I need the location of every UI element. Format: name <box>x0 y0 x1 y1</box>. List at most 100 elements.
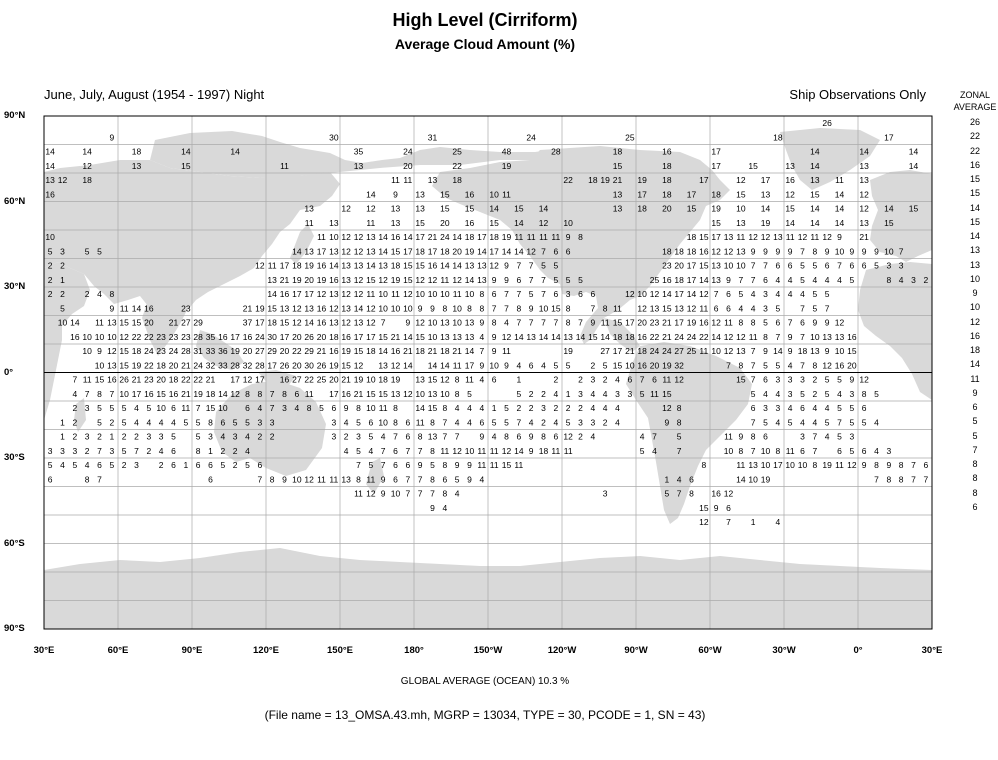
cloud-amount-value: 13 <box>859 218 869 228</box>
cloud-amount-value: 8 <box>196 446 201 456</box>
cloud-amount-value: 13 <box>366 232 376 242</box>
cloud-amount-value: 16 <box>144 389 154 399</box>
cloud-amount-value: 7 <box>442 432 447 442</box>
cloud-amount-value: 12 <box>82 161 92 171</box>
cloud-amount-value: 3 <box>356 432 361 442</box>
cloud-amount-value: 5 <box>849 275 854 285</box>
cloud-amount-value: 21 <box>181 389 191 399</box>
cloud-amount-value: 7 <box>504 303 509 313</box>
cloud-amount-value: 12 <box>243 375 253 385</box>
cloud-amount-value: 9 <box>788 346 793 356</box>
cloud-amount-value: 6 <box>751 403 756 413</box>
land-europe-west <box>870 170 932 262</box>
cloud-amount-value: 18 <box>687 232 697 242</box>
cloud-amount-value: 9 <box>726 275 731 285</box>
cloud-amount-value: 7 <box>529 261 534 271</box>
cloud-amount-value: 14 <box>539 332 549 342</box>
cloud-amount-value: 4 <box>615 375 620 385</box>
cloud-amount-value: 2 <box>541 389 546 399</box>
cloud-amount-value: 9 <box>849 246 854 256</box>
cloud-amount-value: 12 <box>230 389 240 399</box>
cloud-amount-value: 7 <box>529 275 534 285</box>
cloud-amount-value: 3 <box>911 275 916 285</box>
cloud-amount-value: 4 <box>788 289 793 299</box>
cloud-amount-value: 2 <box>923 275 928 285</box>
cloud-amount-value: 26 <box>317 360 327 370</box>
cloud-amount-value: 30 <box>267 332 277 342</box>
cloud-amount-value: 3 <box>763 403 768 413</box>
cloud-amount-value: 5 <box>109 403 114 413</box>
cloud-amount-value: 13 <box>711 275 721 285</box>
cloud-amount-value: 32 <box>674 360 684 370</box>
cloud-amount-value: 17 <box>304 289 314 299</box>
cloud-amount-value: 14 <box>600 332 610 342</box>
cloud-amount-value: 11 <box>366 289 375 299</box>
cloud-amount-value: 4 <box>825 432 830 442</box>
cloud-amount-value: 12 <box>822 232 832 242</box>
cloud-amount-value: 10 <box>366 403 376 413</box>
cloud-amount-value: 7 <box>726 517 731 527</box>
cloud-amount-value: 18 <box>662 246 672 256</box>
cloud-amount-value: 6 <box>689 474 694 484</box>
cloud-amount-value: 8 <box>504 432 509 442</box>
cloud-amount-value: 24 <box>674 332 684 342</box>
cloud-amount-value: 7 <box>85 389 90 399</box>
cloud-amount-value: 5 <box>825 289 830 299</box>
cloud-amount-value: 15 <box>613 318 623 328</box>
cloud-amount-value: 2 <box>553 375 558 385</box>
cloud-amount-value: 10 <box>82 346 92 356</box>
cloud-amount-value: 17 <box>477 232 487 242</box>
zonal-average-value: 16 <box>969 159 980 170</box>
cloud-amount-value: 27 <box>181 318 191 328</box>
cloud-amount-value: 20 <box>650 360 660 370</box>
cloud-amount-value: 21 <box>341 375 351 385</box>
cloud-amount-value: 7 <box>405 489 410 499</box>
cloud-amount-value: 7 <box>751 261 756 271</box>
cloud-amount-value: 23 <box>650 318 660 328</box>
cloud-amount-value: 14 <box>304 318 314 328</box>
cloud-amount-value: 9 <box>430 503 435 513</box>
cloud-amount-value: 2 <box>85 446 90 456</box>
cloud-amount-value: 14 <box>514 446 524 456</box>
cloud-amount-value: 4 <box>479 375 484 385</box>
cloud-amount-value: 20 <box>280 346 290 356</box>
cloud-amount-value: 2 <box>553 403 558 413</box>
cloud-amount-value: 14 <box>428 360 438 370</box>
cloud-amount-value: 4 <box>134 417 139 427</box>
cloud-amount-value: 5 <box>171 432 176 442</box>
cloud-amount-value: 5 <box>553 261 558 271</box>
cloud-amount-value: 12 <box>107 346 117 356</box>
cloud-amount-value: 28 <box>551 147 561 157</box>
cloud-amount-value: 8 <box>442 489 447 499</box>
cloud-amount-value: 15 <box>736 189 746 199</box>
cloud-amount-value: 10 <box>440 289 450 299</box>
cloud-amount-value: 3 <box>208 432 213 442</box>
cloud-amount-value: 10 <box>736 261 746 271</box>
cloud-amount-value: 11 <box>354 489 363 499</box>
cloud-amount-value: 8 <box>85 474 90 484</box>
cloud-amount-value: 10 <box>218 403 228 413</box>
longitude-label: 60°E <box>107 645 129 656</box>
cloud-amount-value: 19 <box>132 360 142 370</box>
cloud-amount-value: 14 <box>773 346 783 356</box>
longitude-label: 30°E <box>921 645 943 656</box>
cloud-amount-value: 14 <box>514 218 524 228</box>
cloud-amount-value: 13 <box>391 204 401 214</box>
cloud-amount-value: 19 <box>329 360 339 370</box>
cloud-amount-value: 17 <box>687 189 697 199</box>
cloud-amount-value: 12 <box>317 289 327 299</box>
cloud-amount-value: 10 <box>736 204 746 214</box>
cloud-amount-value: 6 <box>763 432 768 442</box>
cloud-amount-value: 8 <box>566 303 571 313</box>
cloud-amount-value: 5 <box>837 432 842 442</box>
cloud-amount-value: 15 <box>366 275 376 285</box>
longitude-label: 60°W <box>698 645 722 656</box>
cloud-amount-value: 13 <box>415 375 425 385</box>
cloud-amount-value: 11 <box>465 375 474 385</box>
cloud-amount-value: 2 <box>48 275 53 285</box>
cloud-amount-value: 2 <box>60 261 65 271</box>
cloud-amount-value: 19 <box>502 161 512 171</box>
cloud-amount-value: 17 <box>132 389 142 399</box>
cloud-amount-value: 5 <box>183 417 188 427</box>
